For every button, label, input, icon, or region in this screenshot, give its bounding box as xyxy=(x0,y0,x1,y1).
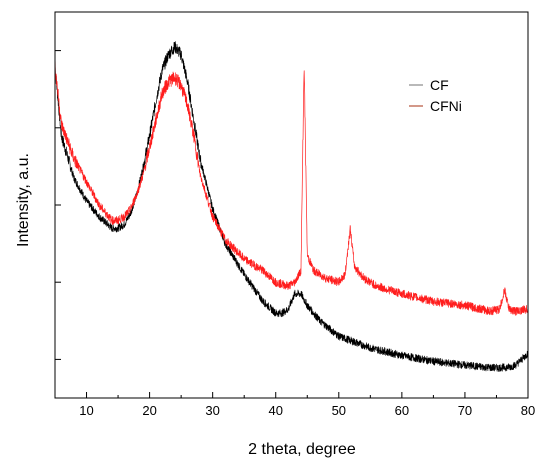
legend-label-cfni: CFNi xyxy=(430,98,462,114)
series-layer xyxy=(54,41,529,372)
x-tick-label: 20 xyxy=(142,403,156,418)
x-tick-label: 50 xyxy=(332,403,346,418)
series-line-cf xyxy=(54,41,529,372)
x-tick-label: 70 xyxy=(458,403,472,418)
plot-frame xyxy=(54,11,529,399)
x-tick-label: 60 xyxy=(395,403,409,418)
legend-label-cf: CF xyxy=(430,77,449,93)
axes-layer: 10 20 30 40 50 60 70 80 xyxy=(54,11,535,418)
x-tick-label: 80 xyxy=(521,403,535,418)
series-line-cfni xyxy=(54,61,529,316)
x-tick-label: 40 xyxy=(268,403,282,418)
x-axis-title: 2 theta, degree xyxy=(248,441,356,458)
x-tick-label: 30 xyxy=(205,403,219,418)
y-axis-title: Intensity, a.u. xyxy=(15,153,32,247)
legend: CF CFNi xyxy=(409,77,462,114)
x-tick-label: 10 xyxy=(79,403,93,418)
